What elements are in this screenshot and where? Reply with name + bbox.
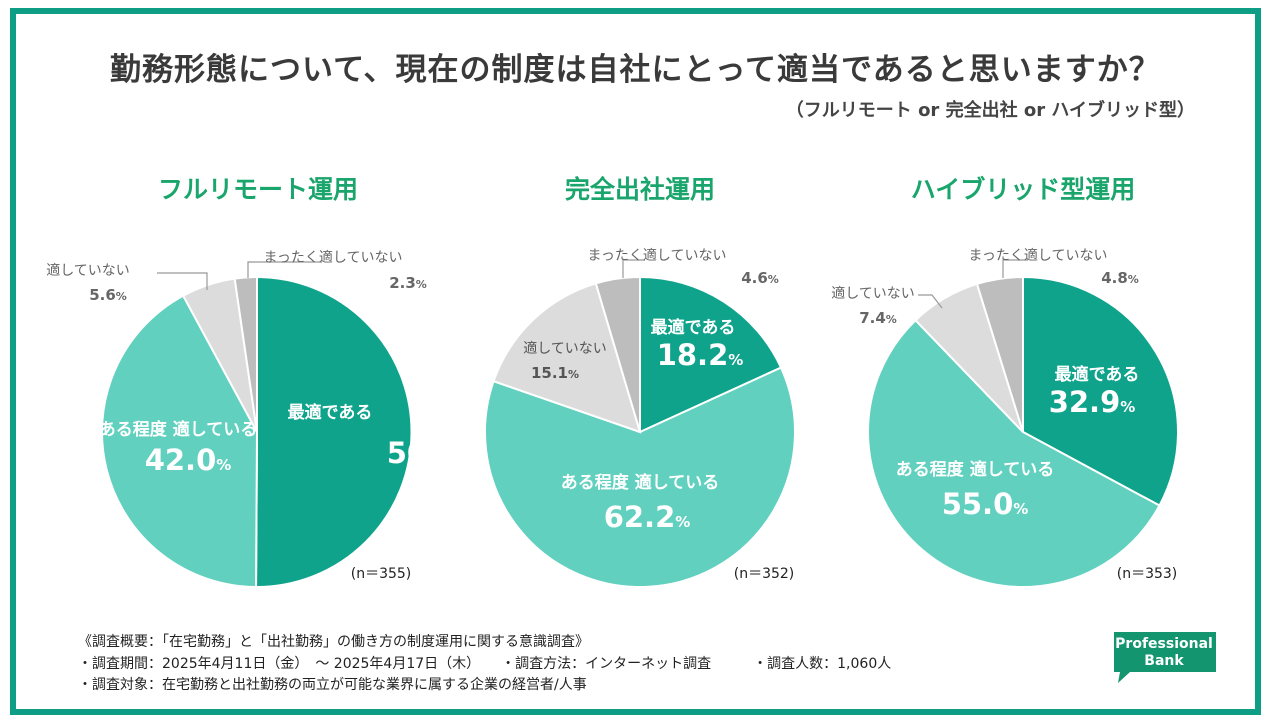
slice-value-not-at-all-suitable: 4.6%: [741, 269, 779, 287]
slice-somewhat-suitable: [101, 294, 259, 589]
professional-bank-logo: Professional Bank: [1108, 630, 1220, 684]
chart-title-full-office: 完全出社運用: [564, 175, 715, 204]
slice-value-optimal: 32.9%: [1049, 385, 1136, 419]
leader-line-not-at-all-suitable: [247, 261, 322, 278]
outer-frame: [10, 8, 1261, 715]
slice-optimal: [255, 275, 413, 589]
slice-label-somewhat-suitable: ある程度 適している: [896, 459, 1054, 480]
slice-value-optimal: 18.2%: [657, 338, 744, 372]
slice-label-optimal: 最適である: [651, 317, 736, 338]
chart-title-hybrid: ハイブリッド型運用: [910, 175, 1136, 204]
survey-period-method-count: ・調査期間：2025年4月11日（金） ～ 2025年4月17日（木） ・調査方…: [78, 656, 892, 672]
slice-label-optimal: 最適である: [288, 402, 373, 423]
slice-not-suitable: [492, 282, 642, 434]
page-title: 勤務形態について、現在の制度は自社にとって適当であると思いますか？: [110, 52, 1161, 88]
survey-overview: 《調査概要：「在宅勤務」と「出社勤務」の働き方の制度運用に関する意識調査》: [78, 634, 589, 650]
slice-optimal: [639, 275, 783, 434]
sample-size-label: (n＝355): [351, 566, 412, 582]
slice-value-somewhat-suitable: 62.2%: [604, 500, 691, 534]
sample-size-label: (n＝352): [734, 566, 795, 582]
slice-label-optimal: 最適である: [1055, 364, 1140, 385]
leader-line-not-suitable: [918, 294, 943, 309]
sample-size-label: (n＝353): [1117, 566, 1178, 582]
leader-line-not-suitable: [157, 272, 208, 290]
slice-value-not-suitable: 5.6%: [89, 286, 127, 304]
slice-value-not-at-all-suitable: 2.3%: [389, 274, 427, 292]
slice-label-not-suitable: 適していない: [46, 262, 130, 279]
slice-label-somewhat-suitable: ある程度 適している: [561, 472, 719, 493]
slice-somewhat-suitable: [867, 318, 1161, 588]
slice-value-optimal: 50.1%: [387, 436, 474, 470]
slice-label-not-at-all-suitable: まったく適していない: [968, 247, 1107, 264]
slice-value-somewhat-suitable: 55.0%: [942, 487, 1029, 521]
slice-not-at-all-suitable: [975, 275, 1024, 433]
chart-title-full-remote: フルリモート運用: [157, 175, 358, 204]
slice-optimal: [1022, 275, 1179, 507]
slice-label-not-at-all-suitable: まったく適していない: [587, 247, 726, 264]
slice-value-not-suitable: 7.4%: [859, 309, 897, 327]
slice-value-not-suitable: 15.1%: [531, 364, 579, 382]
leader-line-not-at-all-suitable: [1002, 259, 1028, 278]
survey-target: ・調査対象：在宅勤務と出社勤務の両立が可能な業界に属する企業の経営者/人事: [78, 677, 587, 693]
page-subtitle: （フルリモート or 完全出社 or ハイブリッド型）: [785, 100, 1195, 121]
slice-label-not-at-all-suitable: まったく適していない: [263, 249, 402, 266]
leader-line-not-at-all-suitable: [622, 259, 645, 278]
slice-label-not-suitable: 適していない: [523, 340, 607, 357]
slice-label-somewhat-suitable: ある程度 適している: [99, 419, 257, 440]
slice-value-somewhat-suitable: 42.0%: [145, 443, 232, 477]
logo-line-1: Professional: [1115, 636, 1213, 652]
slice-not-at-all-suitable: [233, 275, 258, 433]
pie-chart-full-remote: 最適である 50.1% ある程度 適している 42.0% 適していない 5.6% まったく適…: [46, 249, 474, 589]
slice-label-not-suitable: 適していない: [831, 285, 915, 302]
logo-line-2: Bank: [1144, 653, 1184, 669]
slice-value-not-at-all-suitable: 4.8%: [1101, 269, 1139, 287]
slice-somewhat-suitable: [484, 366, 796, 588]
slice-not-at-all-suitable: [594, 275, 641, 433]
